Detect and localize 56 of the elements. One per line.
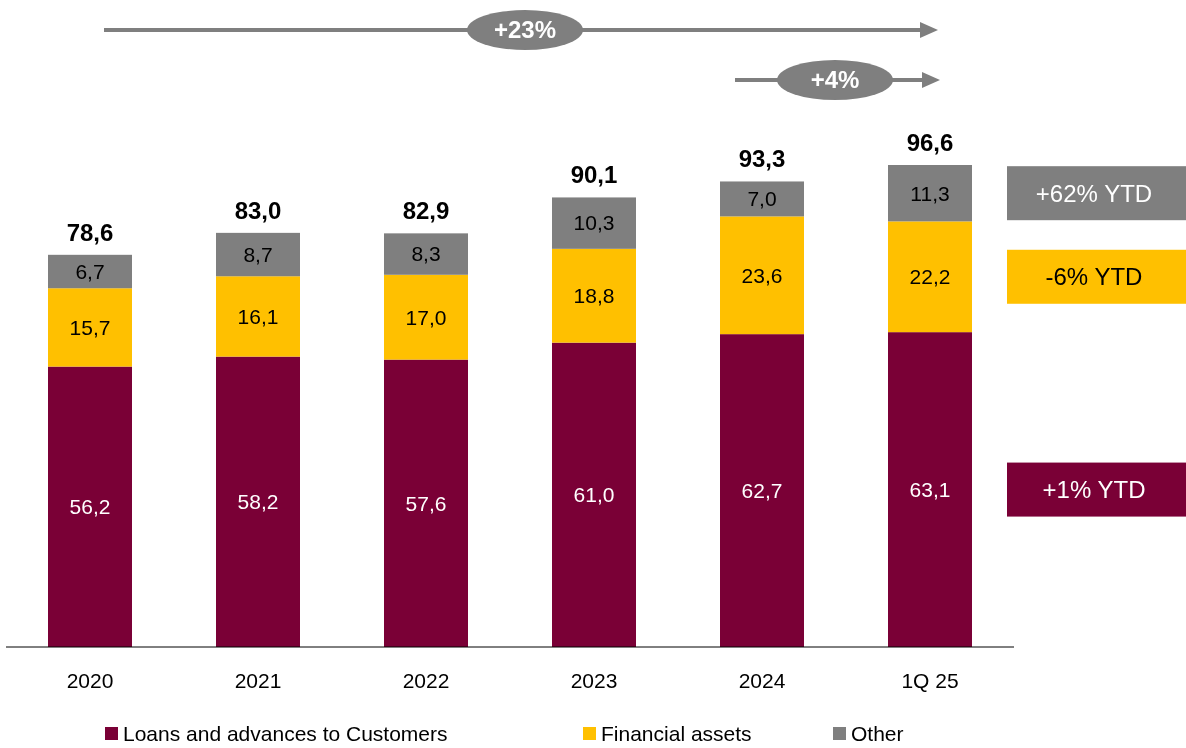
bar <box>888 165 972 222</box>
bar <box>552 342 636 647</box>
text: +23% <box>493 16 557 44</box>
bar <box>216 356 300 647</box>
bar <box>888 332 972 647</box>
total-label: 78,6 <box>66 218 114 246</box>
data-label: 11,3 <box>910 181 950 205</box>
text: +1% YTD <box>1042 475 1146 503</box>
total-label: 90,1 <box>570 161 618 189</box>
data-label: 22,2 <box>909 265 951 289</box>
bar <box>384 274 468 360</box>
legend-label: Other <box>851 722 904 746</box>
legend-label: Loans and advances to Customers <box>123 722 448 746</box>
bar <box>552 248 636 343</box>
data-label: 18,8 <box>573 284 615 308</box>
data-label: 7,0 <box>747 187 777 211</box>
bar <box>48 254 132 289</box>
x-tick-label: 2024 <box>738 669 786 692</box>
x-tick-label: 2022 <box>402 669 450 692</box>
bar <box>48 366 132 647</box>
data-label: 23,6 <box>741 263 783 287</box>
text: -6% YTD <box>1045 263 1143 291</box>
total-label: 96,6 <box>906 129 954 156</box>
bar <box>216 232 300 277</box>
bar <box>888 221 972 333</box>
bar <box>384 359 468 647</box>
total-label: 82,9 <box>402 197 450 225</box>
data-label: 17,0 <box>405 305 447 329</box>
data-label: 57,6 <box>405 491 447 515</box>
total-label: 93,3 <box>738 145 786 173</box>
data-label: 58,2 <box>237 490 279 514</box>
data-label: 15,7 <box>69 315 111 339</box>
data-label: 63,1 <box>909 477 951 501</box>
bar <box>552 197 636 249</box>
data-label: 16,1 <box>237 304 279 328</box>
legend-label: Financial assets <box>601 722 752 746</box>
x-tick-label: 2020 <box>66 669 114 692</box>
bar <box>216 276 300 357</box>
bar <box>720 216 804 335</box>
bar <box>384 233 468 275</box>
data-label: 61,0 <box>573 483 615 507</box>
bar <box>48 288 132 367</box>
data-label: 8,7 <box>243 242 273 266</box>
bar <box>720 181 804 217</box>
x-tick-label: 1Q 25 <box>901 669 959 692</box>
text: +4% <box>810 66 860 94</box>
data-label: 62,7 <box>741 478 783 502</box>
data-label: 56,2 <box>69 495 111 519</box>
bar <box>720 334 804 647</box>
data-label: 8,3 <box>411 242 441 266</box>
data-label: 6,7 <box>75 259 105 283</box>
data-label: 10,3 <box>573 211 615 235</box>
text: +62% YTD <box>1035 179 1153 207</box>
x-tick-label: 2023 <box>570 669 618 692</box>
total-label: 83,0 <box>234 196 282 224</box>
x-tick-label: 2021 <box>234 669 282 692</box>
